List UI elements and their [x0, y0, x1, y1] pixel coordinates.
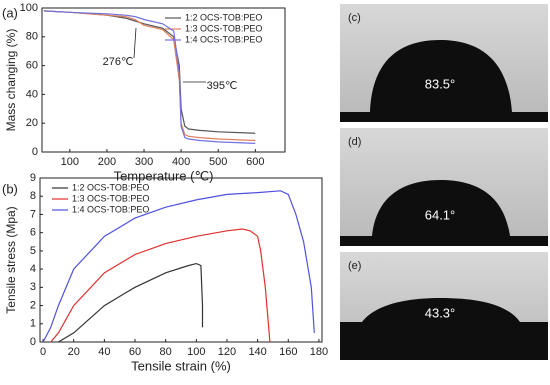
x-tick-label: 140: [248, 346, 266, 358]
legend-label: 1:4 OCS-TOB:PEO: [72, 204, 149, 214]
series-line: [58, 262, 204, 343]
y-tick-label: 0: [32, 146, 38, 158]
panel-label: (e): [348, 260, 361, 272]
y-tick-label: 2: [30, 299, 36, 311]
legend-label: 1:3 OCS-TOB:PEO: [72, 193, 149, 203]
x-tick-label: 60: [129, 346, 141, 358]
x-tick-label: 80: [160, 346, 172, 358]
series-line: [50, 228, 271, 343]
legend-label: 1:2 OCS-TOB:PEO: [72, 182, 149, 192]
droplet: [340, 298, 548, 360]
panel-label: (a): [2, 5, 18, 20]
panel-label: (d): [348, 136, 361, 148]
x-tick-label: 100: [187, 346, 205, 358]
x-tick-label: 180: [310, 346, 328, 358]
y-tick-label: 3: [30, 281, 36, 293]
x-tick-label: 300: [135, 156, 153, 168]
legend-label: 1:2 OCS-TOB:PEO: [185, 12, 262, 22]
y-tick-label: 6: [30, 227, 36, 239]
y-tick-label: 8: [30, 190, 36, 202]
x-axis-title: Temperature (℃): [114, 168, 214, 183]
y-tick-label: 4: [30, 263, 36, 275]
contact-angle: 64.1°: [425, 207, 456, 222]
annotation: 276℃: [103, 56, 134, 68]
x-tick-label: 120: [218, 346, 236, 358]
contact-angle: 83.5°: [425, 76, 456, 91]
x-tick-label: 0: [40, 346, 46, 358]
photo-e: (e) 43.3°: [340, 252, 548, 360]
annotation-arrow: [133, 27, 137, 59]
y-tick-label: 5: [30, 245, 36, 257]
y-tick-label: 80: [26, 31, 38, 43]
y-tick-label: 20: [26, 117, 38, 129]
photo-d: (d) 64.1°: [340, 128, 548, 246]
x-axis-title: Tensile strain (%): [131, 358, 231, 373]
panel-label: (b): [2, 181, 18, 196]
x-tick-label: 500: [209, 156, 227, 168]
x-tick-label: 400: [172, 156, 190, 168]
series-line: [43, 10, 256, 144]
y-tick-label: 60: [26, 60, 38, 72]
x-tick-label: 160: [279, 346, 297, 358]
y-axis-title: Tensile stress (Mpa): [4, 206, 18, 313]
y-tick-label: 100: [20, 2, 38, 14]
x-tick-label: 100: [61, 156, 79, 168]
y-tick-label: 40: [26, 88, 38, 100]
y-tick-label: 0: [30, 336, 36, 348]
droplet: [340, 180, 548, 246]
x-tick-label: 20: [68, 346, 80, 358]
contact-angle: 43.3°: [425, 305, 456, 320]
plot-frame: [41, 7, 286, 153]
y-tick-label: 1: [30, 318, 36, 330]
x-tick-label: 600: [246, 156, 264, 168]
photo-c: (c) 83.5°: [340, 4, 548, 122]
legend-label: 1:4 OCS-TOB:PEO: [185, 34, 262, 44]
series-line: [42, 190, 315, 343]
x-tick-label: 200: [98, 156, 116, 168]
droplet: [340, 40, 548, 122]
y-tick-label: 7: [30, 208, 36, 220]
plot-frame: [39, 177, 323, 343]
y-tick-label: 9: [30, 172, 36, 184]
x-tick-label: 40: [98, 346, 110, 358]
panel-label: (c): [348, 12, 361, 24]
y-axis-title: Mass changing (%): [4, 29, 18, 132]
annotation: 395℃: [207, 80, 238, 92]
legend-label: 1:3 OCS-TOB:PEO: [185, 23, 262, 33]
